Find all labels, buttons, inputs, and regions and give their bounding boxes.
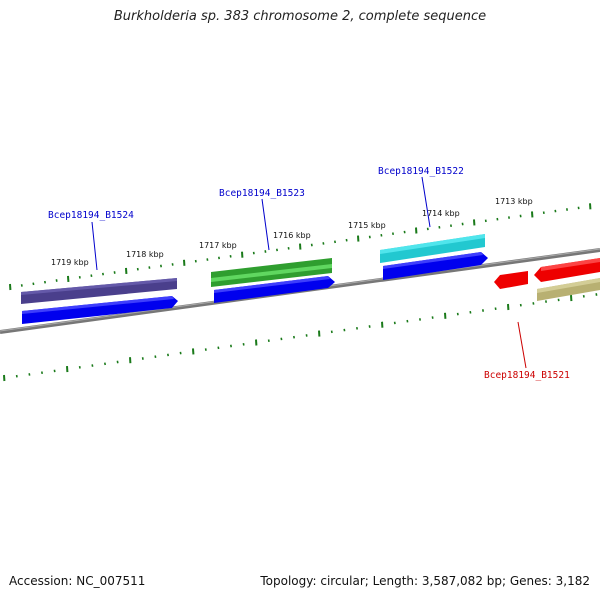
tick-label-1714: 1714 kbp: [422, 209, 460, 218]
genome-summary-text: Topology: circular; Length: 3,587,082 bp…: [260, 574, 590, 588]
feature-bar-next-category-shine: [537, 278, 600, 293]
gene-label-b1523[interactable]: Bcep18194_B1523: [219, 188, 305, 199]
tick-label-1718: 1718 kbp: [126, 250, 164, 259]
tick-label-1717: 1717 kbp: [199, 241, 237, 250]
inner-tick-track: [3, 293, 598, 382]
gene-arrow-b1524[interactable]: [22, 296, 178, 324]
tick-label-1719: 1719 kbp: [51, 258, 89, 267]
gene-arrow-b1522[interactable]: [383, 252, 488, 280]
tick-label-1715: 1715 kbp: [348, 221, 386, 230]
leader-line-b1521: [517, 321, 527, 369]
tick-label-1716: 1716 kbp: [273, 231, 311, 240]
gene-label-b1521[interactable]: Bcep18194_B1521: [484, 370, 570, 381]
gene-label-b1522[interactable]: Bcep18194_B1522: [378, 166, 464, 177]
leader-line-b1523: [261, 198, 270, 251]
gene-arrow-b1521[interactable]: [494, 271, 528, 289]
gene-label-b1524[interactable]: Bcep18194_B1524: [48, 210, 134, 221]
map-title: Burkholderia sp. 383 chromosome 2, compl…: [113, 9, 487, 24]
feature-bar-b1522-category-shine: [380, 234, 485, 254]
gene-arrow-b1523[interactable]: [214, 276, 335, 303]
gene-arrow-b1522-shine: [383, 252, 483, 269]
gene-arrow-b1524-shine: [22, 296, 174, 314]
leader-line-b1524: [91, 221, 98, 271]
accession-text: Accession: NC_007511: [9, 574, 146, 588]
feature-bar-b1524-category-shine: [21, 278, 177, 295]
outer-tick-track: [9, 203, 592, 291]
gene-arrow-b1523-shine: [214, 276, 330, 293]
tick-label-1713: 1713 kbp: [495, 197, 533, 206]
feature-bar-b1523-category-shine: [211, 264, 332, 282]
gene-arrow-next-reverse-shine: [541, 258, 600, 271]
leader-line-b1522: [421, 176, 431, 228]
